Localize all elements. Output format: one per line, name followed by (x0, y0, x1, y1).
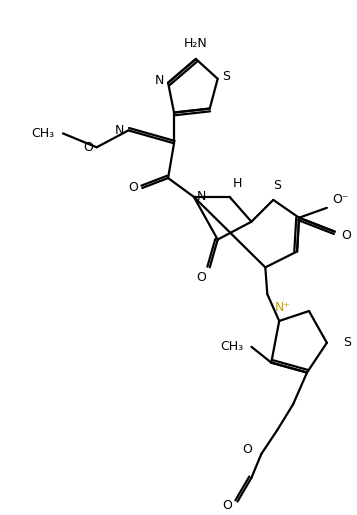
Text: H₂N: H₂N (184, 37, 208, 49)
Text: H: H (233, 177, 242, 190)
Text: S: S (223, 71, 231, 83)
Text: N: N (197, 191, 206, 203)
Text: N: N (155, 74, 164, 87)
Text: O: O (223, 499, 232, 512)
Text: S: S (343, 336, 351, 349)
Text: S: S (273, 180, 281, 193)
Text: O: O (129, 181, 138, 195)
Text: CH₃: CH₃ (31, 127, 55, 140)
Text: N: N (115, 124, 124, 137)
Text: N⁺: N⁺ (275, 301, 291, 314)
Text: O⁻: O⁻ (332, 193, 349, 207)
Text: CH₃: CH₃ (220, 340, 243, 353)
Text: O: O (196, 271, 206, 284)
Text: O: O (342, 229, 352, 242)
Text: O: O (242, 443, 252, 456)
Text: O: O (83, 141, 93, 154)
